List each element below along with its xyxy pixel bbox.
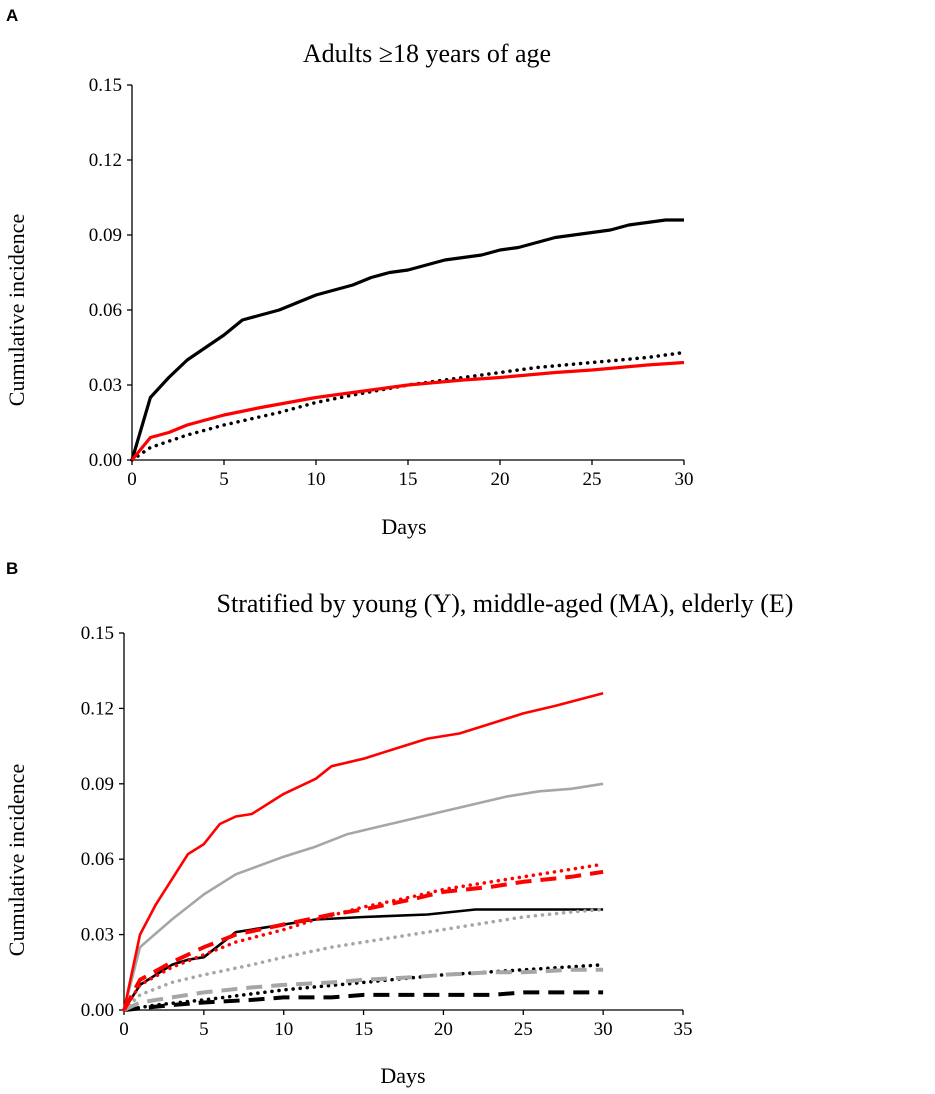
panel-a-y-tick-label: 0.09 [89, 225, 122, 246]
panel-a-x-tick-label: 15 [399, 469, 418, 490]
panel-b-series-fx-ma [122, 782, 604, 1011]
panel-b-x-tick-label: 25 [514, 1019, 533, 1040]
panel-a-y-tick-label: 0.03 [89, 375, 122, 396]
panel-a-x-tick-label: 0 [127, 469, 137, 490]
panel-b-series-w-ofx-ma [122, 907, 605, 1012]
panel-b-series-fx-e [122, 692, 604, 1011]
panel-b-y-tick-label: 0.12 [81, 698, 114, 719]
panel-b-x-tick-label: 20 [434, 1019, 453, 1040]
panel-b-y-tick-label: 0.03 [81, 925, 114, 946]
panel-b-series-gp-fx-ma [123, 967, 604, 1012]
panel-b-x-tick-label: 0 [119, 1019, 129, 1040]
panel-a-x-axis-label: Days [381, 514, 426, 539]
panel-b-x-axis-label: Days [380, 1063, 425, 1088]
panel-b-series-fx-y [122, 908, 604, 1011]
panel-b-plot: 0.00 0.03 0.06 0.09 0.12 0.15 0 5 10 15 20 25 30 35 [81, 623, 693, 1040]
panel-a-x-tick-label: 25 [583, 469, 602, 490]
panel-b-x-tick-label: 15 [354, 1019, 373, 1040]
panel-a-y-tick-label: 0.15 [89, 75, 122, 96]
panel-b-letter: B [6, 559, 18, 578]
panel-b-title: Stratified by young (Y), middle-aged (MA… [217, 589, 794, 618]
panel-b: B Stratified by young (Y), middle-aged (… [4, 559, 793, 1088]
panel-a-x-tick-label: 10 [307, 469, 326, 490]
panel-a-y-axis-label: Cumulative incidence [4, 214, 29, 406]
panel-a-series-fx [130, 218, 684, 461]
panel-a-x-tick-label: 30 [675, 469, 694, 490]
panel-b-x-tick-label: 30 [594, 1019, 613, 1040]
panel-b-x-tick-label: 35 [674, 1019, 693, 1040]
panel-b-series-gp-fx-y [123, 990, 604, 1012]
panel-a: A Adults ≥18 years of age Days Cumulativ… [4, 6, 694, 539]
panel-b-y-tick-label: 0.06 [81, 849, 114, 870]
panel-a-series-gp-fx [130, 360, 685, 462]
panel-b-y-tick-label: 0.00 [81, 1000, 114, 1021]
panel-b-x-tick-label: 5 [199, 1019, 209, 1040]
panel-b-x-tick-label: 10 [274, 1019, 293, 1040]
panel-a-y-tick-label: 0.06 [89, 300, 122, 321]
panel-a-letter: A [6, 6, 18, 25]
panel-a-x-tick-label: 5 [219, 469, 229, 490]
panel-b-y-tick-label: 0.15 [81, 623, 114, 644]
panel-a-plot: 0.00 0.03 0.06 0.09 0.12 0.15 0 5 10 15 20 25 30 [89, 75, 694, 490]
panel-a-x-tick-label: 20 [491, 469, 510, 490]
panel-b-y-axis-label: Cumulative incidence [4, 764, 29, 956]
panel-b-series-w-ofx-e [122, 862, 605, 1012]
panel-a-title: Adults ≥18 years of age [303, 39, 551, 68]
panel-a-y-tick-label: 0.00 [89, 450, 122, 471]
panel-a-y-tick-label: 0.12 [89, 150, 122, 171]
panel-b-series-gp-fx-e [122, 869, 604, 1011]
panel-b-y-tick-label: 0.09 [81, 774, 114, 795]
